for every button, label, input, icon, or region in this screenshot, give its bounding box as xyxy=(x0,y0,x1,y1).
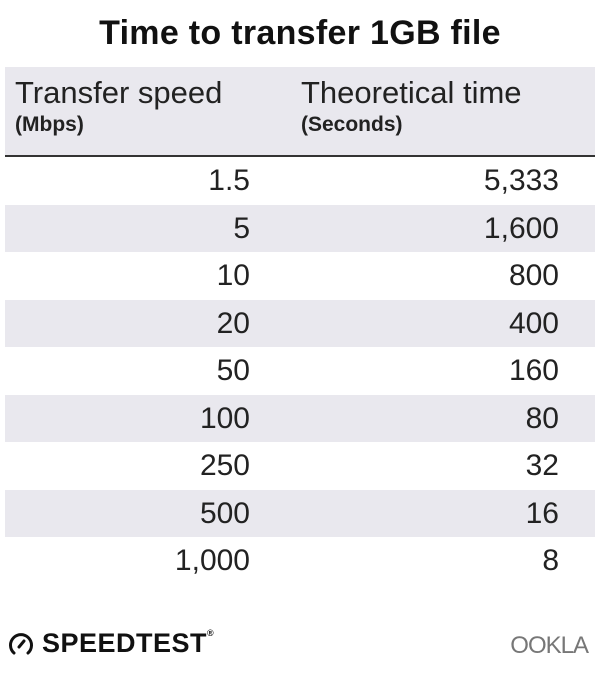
header-transfer-speed: Transfer speed (Mbps) xyxy=(15,75,222,137)
table-row: 1,000 8 xyxy=(5,537,595,585)
table-row: 5 1,600 xyxy=(5,204,595,252)
header-theoretical-time: Theoretical time (Seconds) xyxy=(301,75,522,137)
time-cell: 160 xyxy=(508,354,559,387)
table-row: 50 160 xyxy=(5,347,595,395)
table-row: 500 16 xyxy=(5,489,595,537)
ookla-logo: OOKLA xyxy=(510,632,589,659)
transfer-time-table: Transfer speed (Mbps) Theoretical time (… xyxy=(5,67,595,585)
speed-cell: 1.5 xyxy=(208,164,250,197)
speed-cell: 20 xyxy=(216,306,250,340)
registered-mark: ® xyxy=(207,628,215,638)
table-row: 10 800 xyxy=(5,252,595,300)
time-cell: 5,333 xyxy=(483,164,559,197)
speed-cell: 5 xyxy=(233,211,250,245)
speedtest-wordmark: SPEEDTEST® xyxy=(42,628,214,659)
time-cell: 800 xyxy=(508,259,559,292)
speed-cell: 10 xyxy=(216,259,250,292)
table-row: 1.5 5,333 xyxy=(5,157,595,205)
table-row: 250 32 xyxy=(5,442,595,490)
table-row: 20 400 xyxy=(5,299,595,347)
table-row: 100 80 xyxy=(5,394,595,442)
speed-cell: 500 xyxy=(199,496,250,530)
header-label: Theoretical time xyxy=(301,75,522,110)
brand-text: SPEEDTEST xyxy=(42,628,208,658)
chart-title: Time to transfer 1GB file xyxy=(99,14,501,52)
speed-cell: 1,000 xyxy=(174,544,250,577)
header-label: Transfer speed xyxy=(15,75,223,110)
time-cell: 8 xyxy=(542,544,559,577)
time-cell: 1,600 xyxy=(483,211,559,245)
speed-cell: 250 xyxy=(199,449,250,482)
speed-cell: 50 xyxy=(216,354,250,387)
time-cell: 400 xyxy=(508,306,559,340)
footer: SPEEDTEST® OOKLA xyxy=(0,628,600,668)
header-unit: (Mbps) xyxy=(15,113,84,136)
time-cell: 32 xyxy=(525,449,559,482)
time-cell: 16 xyxy=(525,496,559,530)
speedtest-logo: SPEEDTEST® xyxy=(8,628,214,659)
gauge-icon xyxy=(9,632,33,654)
table-header: Transfer speed (Mbps) Theoretical time (… xyxy=(5,67,595,157)
time-cell: 80 xyxy=(525,401,559,435)
header-unit: (Seconds) xyxy=(301,113,403,136)
speed-cell: 100 xyxy=(199,401,250,435)
